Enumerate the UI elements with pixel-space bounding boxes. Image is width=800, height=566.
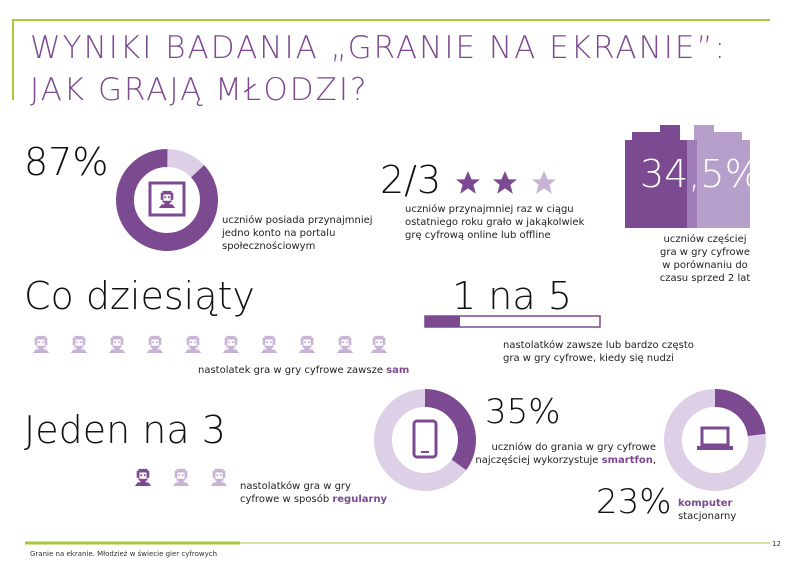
text: , [652, 455, 656, 466]
text-line: grę cyfrową online lub offline [405, 230, 551, 241]
stat-figure: Co dziesiąty [24, 274, 255, 318]
stat-text: uczniów przynajmniej raz w ciągu ostatni… [405, 203, 584, 242]
stat-figure: 34,5% [640, 152, 761, 196]
stat-text: uczniów częściej gra w gry cyfrowe w por… [655, 233, 755, 285]
highlight: regularny [332, 494, 388, 505]
text-line: stacjonarny [678, 511, 737, 522]
text-line: uczniów posiada przynajmniej [222, 215, 373, 226]
text: nastolatek gra w gry cyfrowe zawsze [198, 365, 387, 376]
stat-figure: 87% [24, 140, 109, 184]
stat-figure: Jeden na 3 [24, 408, 226, 452]
text-line: nastolatków gra w gry [240, 481, 351, 492]
text-line: jedno konto na portalu [222, 228, 336, 239]
text-line: uczniów częściej [663, 234, 747, 245]
stat-figure: 23% [596, 482, 672, 522]
stat-figure: 1 na 5 [452, 274, 572, 318]
text-line: ostatniego roku grało w jakąkolwiek [405, 217, 585, 228]
title-line: JAK GRAJĄ MŁODZI? [30, 72, 369, 108]
stat-text: uczniów do grania w gry cyfrowe najczęśc… [470, 441, 656, 467]
text: cyfrowe w sposób [240, 494, 333, 505]
stat-text: uczniów posiada przynajmniej jedno konto… [222, 214, 373, 253]
footer-text: Granie na ekranie. Młodzież w świecie gi… [30, 550, 218, 558]
stat-text: nastolatków gra w gry cyfrowe w sposób r… [240, 480, 387, 506]
text-line: uczniów przynajmniej raz w ciągu [405, 204, 574, 215]
stat-text: nastolatków zawsze lub bardzo często gra… [503, 339, 694, 365]
text-line: czasu sprzed 2 lat [659, 273, 751, 284]
page-number: 12 [772, 540, 781, 548]
text-line: najczęściej wykorzystuje smartfon, [470, 454, 656, 467]
stat-text: komputer stacjonarny [678, 497, 736, 523]
text: najczęściej wykorzystuje [475, 455, 602, 466]
highlight: komputer [678, 498, 733, 509]
highlight: smartfon [601, 455, 653, 466]
text-line: gra w gry cyfrowe, kiedy się nudzi [503, 353, 674, 364]
text-line: społecznościowym [222, 241, 316, 252]
text-line: nastolatków zawsze lub bardzo często [503, 340, 694, 351]
text-line: gra w gry cyfrowe [660, 247, 750, 258]
text-line: cyfrowe w sposób regularny [240, 493, 387, 506]
stat-figure: 2/3 [380, 158, 442, 202]
stat-figure: 35% [485, 392, 561, 432]
text-line: uczniów do grania w gry cyfrowe [491, 442, 656, 453]
highlight: sam [386, 365, 410, 376]
title-line: WYNIKI BADANIA „GRANIE NA EKRANIE”: [30, 30, 727, 66]
stat-text: nastolatek gra w gry cyfrowe zawsze sam [198, 364, 409, 377]
text-line: w porównaniu do [662, 260, 748, 271]
